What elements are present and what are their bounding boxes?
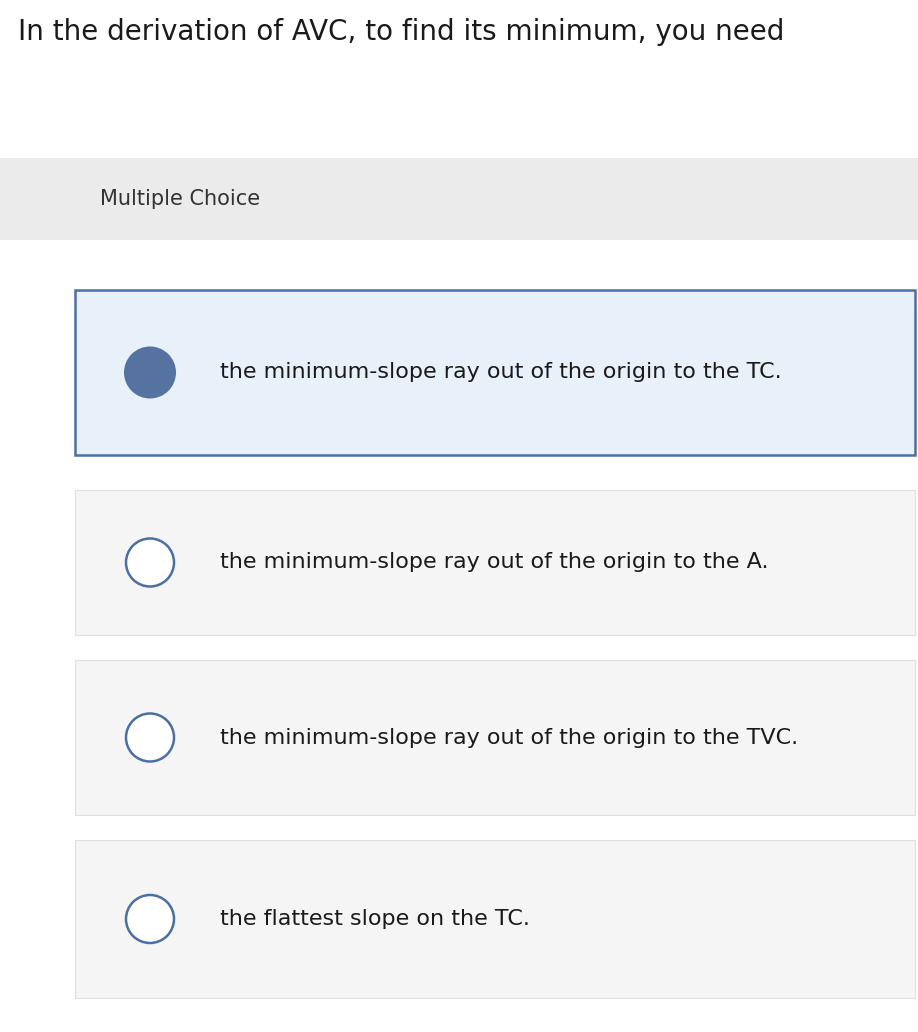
- FancyBboxPatch shape: [75, 490, 915, 635]
- Text: the minimum-slope ray out of the origin to the TC.: the minimum-slope ray out of the origin …: [220, 362, 781, 383]
- FancyBboxPatch shape: [75, 840, 915, 998]
- Circle shape: [126, 895, 174, 943]
- Text: the flattest slope on the TC.: the flattest slope on the TC.: [220, 909, 530, 929]
- Circle shape: [124, 347, 176, 398]
- FancyBboxPatch shape: [0, 158, 918, 240]
- Text: the minimum-slope ray out of the origin to the TVC.: the minimum-slope ray out of the origin …: [220, 728, 798, 747]
- Text: Multiple Choice: Multiple Choice: [100, 189, 260, 209]
- Circle shape: [126, 713, 174, 762]
- Text: the minimum-slope ray out of the origin to the A.: the minimum-slope ray out of the origin …: [220, 552, 768, 573]
- FancyBboxPatch shape: [75, 660, 915, 815]
- Text: In the derivation of AVC, to find its minimum, you need: In the derivation of AVC, to find its mi…: [18, 18, 784, 46]
- FancyBboxPatch shape: [75, 290, 915, 455]
- Circle shape: [126, 539, 174, 586]
